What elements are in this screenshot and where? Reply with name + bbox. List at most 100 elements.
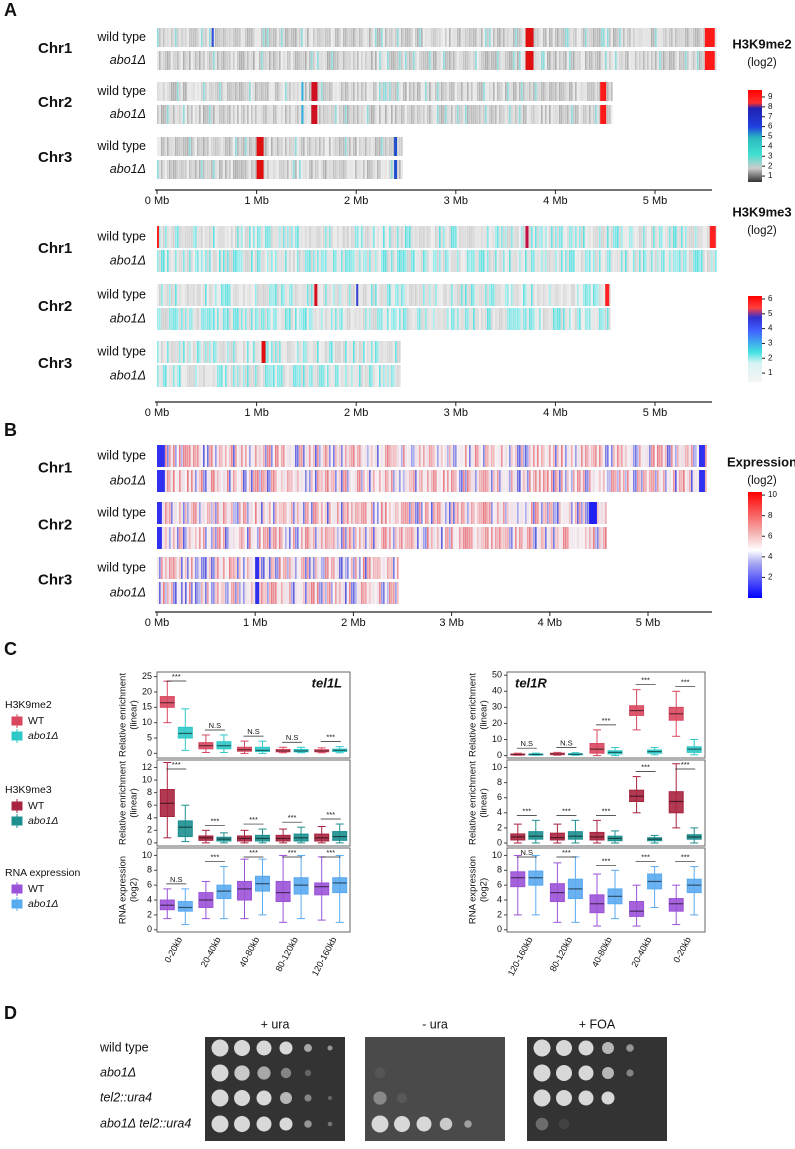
heatmap-stripe [445, 82, 447, 101]
heatmap-stripe [535, 470, 537, 492]
heatmap-stripe [381, 28, 383, 47]
heatmap-stripe [473, 527, 475, 549]
heatmap-stripe [373, 527, 375, 549]
heatmap-stripe [165, 160, 167, 179]
heatmap-stripe [395, 82, 397, 101]
heatmap-stripe [449, 502, 451, 524]
heatmap-stripe [371, 284, 373, 306]
heatmap-stripe [573, 226, 575, 248]
heatmap-stripe [287, 51, 289, 70]
heatmap-stripe [303, 28, 305, 47]
heatmap-stripe [709, 250, 711, 272]
heatmap-stripe [383, 105, 385, 124]
heatmap-stripe [263, 557, 265, 579]
heatmap-stripe [427, 284, 429, 306]
heatmap-stripe [233, 365, 235, 387]
heatmap-stripe [673, 226, 675, 248]
heatmap-stripe [271, 82, 273, 101]
colorbar [748, 492, 762, 598]
heatmap-stripe [483, 226, 485, 248]
heatmap-stripe [343, 105, 345, 124]
heatmap-stripe [253, 365, 255, 387]
heatmap-stripe [587, 527, 589, 549]
colorbar-tick-label: 5 [768, 132, 773, 141]
heatmap-stripe [545, 51, 547, 70]
heatmap-stripe [243, 557, 245, 579]
heatmap-stripe [589, 82, 591, 101]
heatmap-stripe [335, 341, 337, 363]
heatmap-stripe [233, 137, 235, 156]
heatmap-stripe [277, 160, 279, 179]
heatmap-stripe [565, 284, 567, 306]
legend-label: abo1Δ [28, 815, 58, 827]
heatmap-stripe [253, 527, 255, 549]
heatmap-stripe [219, 308, 221, 330]
heatmap-stripe [405, 82, 407, 101]
heatmap-stripe [393, 445, 395, 467]
heatmap-stripe [197, 250, 199, 272]
heatmap-stripe [459, 28, 461, 47]
heatmap-stripe [257, 28, 259, 47]
heatmap-stripe [299, 250, 301, 272]
heatmap-stripe [395, 226, 397, 248]
heatmap-stripe [449, 527, 451, 549]
heatmap-stripe [377, 502, 379, 524]
heatmap-stripe [283, 470, 285, 492]
heatmap-stripe [421, 226, 423, 248]
heatmap-stripe [289, 160, 291, 179]
heatmap-stripe [597, 226, 599, 248]
heatmap-stripe [181, 160, 183, 179]
heatmap-stripe [273, 105, 275, 124]
heatmap-stripe [301, 137, 303, 156]
heatmap-stripe [421, 82, 423, 101]
heatmap-stripe [247, 527, 249, 549]
box [177, 726, 193, 739]
heatmap-stripe [351, 137, 353, 156]
heatmap-stripe [605, 527, 607, 549]
heatmap-stripe [271, 341, 273, 363]
heatmap-stripe [605, 502, 607, 524]
heatmap-stripe [595, 284, 597, 306]
heatmap-stripe [429, 105, 431, 124]
heatmap-stripe [203, 105, 205, 124]
heatmap-stripe [573, 82, 575, 101]
heatmap-stripe [173, 250, 175, 272]
heatmap-stripe [447, 82, 449, 101]
y-axis-label: Relative enrichment [118, 761, 129, 845]
heatmap-stripe [229, 51, 231, 70]
heatmap-stripe [407, 28, 409, 47]
heatmap-stripe [535, 28, 537, 47]
heatmap-stripe [585, 250, 587, 272]
heatmap-stripe [359, 502, 361, 524]
heatmap-stripe [321, 250, 323, 272]
heatmap-stripe [483, 470, 485, 492]
heatmap-stripe [179, 160, 181, 179]
heatmap-stripe [249, 445, 251, 467]
heatmap-stripe [231, 160, 233, 179]
heatmap-stripe [449, 82, 451, 101]
heatmap-stripe [427, 470, 429, 492]
heatmap-stripe [191, 582, 193, 604]
chromosome-label: Chr3 [38, 355, 72, 372]
heatmap-stripe [255, 82, 257, 101]
heatmap-stripe [273, 51, 275, 70]
heatmap-stripe [437, 51, 439, 70]
track-label: abo1Δ [110, 368, 146, 382]
heatmap-stripe [257, 82, 259, 101]
heatmap-stripe [205, 445, 207, 467]
heatmap-stripe [311, 226, 313, 248]
heatmap-stripe [229, 308, 231, 330]
heatmap-stripe [499, 51, 501, 70]
heatmap-stripe [397, 284, 399, 306]
heatmap-stripe [705, 470, 707, 492]
heatmap-stripe [463, 470, 465, 492]
heatmap-stripe [537, 308, 539, 330]
heatmap-stripe [261, 51, 263, 70]
heatmap-stripe [287, 557, 289, 579]
heatmap-stripe [209, 365, 211, 387]
heatmap-stripe [173, 284, 175, 306]
heatmap-stripe [181, 341, 183, 363]
heatmap-stripe [599, 51, 601, 70]
heatmap-stripe [271, 284, 273, 306]
axis-label: 2 Mb [344, 195, 368, 207]
